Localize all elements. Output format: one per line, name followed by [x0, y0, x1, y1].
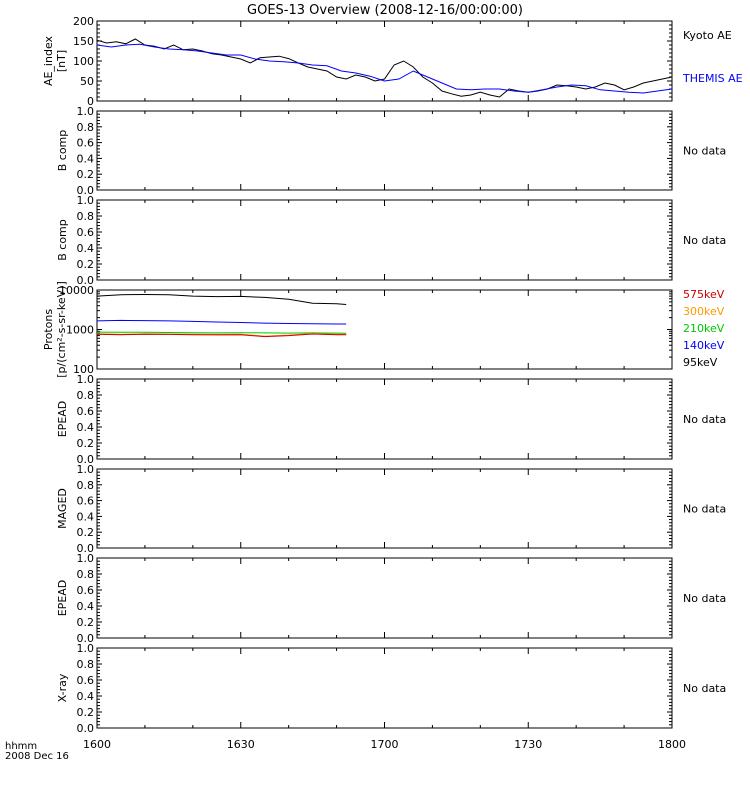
- no-data-label: No data: [683, 145, 726, 158]
- y-tick-label: 0: [87, 95, 94, 108]
- x-axis-label-time: hhmm: [5, 741, 37, 752]
- no-data-label: No data: [683, 592, 726, 605]
- y-axis-label: [nT]: [55, 50, 68, 72]
- legend-entry: 210keV: [683, 322, 725, 335]
- panel-8: 0.0 0.2 0.4 0.6 0.8 1.0 X-ray No data: [56, 642, 726, 735]
- y-tick-label: 0.0: [77, 453, 95, 466]
- panel-frame: [96, 199, 673, 281]
- y-axis-label: MAGED: [56, 488, 69, 529]
- y-axis-label: AE_index: [42, 35, 55, 86]
- y-tick-label: 10000: [59, 284, 94, 297]
- no-data-label: No data: [683, 503, 726, 516]
- y-tick-label: 0.8: [77, 479, 95, 492]
- y-axis-label: EPEAD: [56, 401, 69, 438]
- y-axis-label: EPEAD: [56, 580, 69, 617]
- panel-frame: [96, 289, 673, 370]
- y-tick-label: 0.0: [77, 722, 95, 735]
- panel-frame: [96, 647, 673, 729]
- y-tick-label: 0.2: [77, 526, 95, 539]
- y-tick-label: 0.8: [77, 568, 95, 581]
- panel-frame: [96, 110, 673, 191]
- legend-entry: Kyoto AE: [683, 29, 732, 42]
- y-axis-label: [p/(cm²-s-sr-keV)]: [55, 281, 68, 378]
- series-line-95kev: [96, 293, 347, 305]
- y-tick-label: 100: [73, 363, 94, 376]
- x-tick-label: 1700: [371, 738, 399, 751]
- y-tick-label: 1.0: [77, 463, 95, 476]
- y-axis-label: Protons: [42, 309, 55, 350]
- y-tick-label: 0.8: [77, 658, 95, 671]
- x-tick-label: 1800: [658, 738, 686, 751]
- y-tick-label: 0.2: [77, 258, 95, 271]
- y-axis-label: B comp: [56, 130, 69, 172]
- panel-2: 0.0 0.2 0.4 0.6 0.8 1.0 B comp No data: [56, 105, 726, 197]
- y-tick-label: 0.6: [77, 405, 95, 418]
- series-line-themis-ae: [96, 43, 673, 94]
- series-line-210kev: [96, 331, 347, 334]
- y-tick-label: 0.4: [77, 152, 95, 165]
- panel-1: 0 50 100 150 200 AE_index [nT] Kyoto AE THEMIS A…: [42, 15, 743, 108]
- legend-entry: 300keV: [683, 305, 725, 318]
- y-axis-label: B comp: [56, 219, 69, 261]
- y-tick-label: 200: [73, 15, 94, 28]
- panel-frame: [96, 468, 673, 549]
- y-tick-label: 0.0: [77, 274, 95, 287]
- no-data-label: No data: [683, 413, 726, 426]
- y-tick-label: 0.2: [77, 706, 95, 719]
- y-tick-label: 0.4: [77, 510, 95, 523]
- x-tick-label: 1730: [514, 738, 542, 751]
- panel-6: 0.0 0.2 0.4 0.6 0.8 1.0 MAGED No data: [56, 463, 726, 555]
- y-tick-label: 1.0: [77, 642, 95, 655]
- y-tick-label: 1000: [66, 324, 94, 337]
- y-tick-label: 50: [80, 75, 94, 88]
- x-tick-label: 1630: [227, 738, 255, 751]
- y-tick-label: 0.6: [77, 226, 95, 239]
- no-data-label: No data: [683, 234, 726, 247]
- series-line-140kev: [96, 319, 347, 325]
- y-axis-label: X-ray: [56, 673, 69, 702]
- legend-entry: THEMIS AE: [682, 72, 743, 85]
- panel-frame: [96, 557, 673, 639]
- y-tick-label: 0.6: [77, 674, 95, 687]
- y-tick-label: 0.4: [77, 421, 95, 434]
- y-tick-label: 0.2: [77, 168, 95, 181]
- y-tick-label: 0.6: [77, 137, 95, 150]
- y-tick-label: 0.4: [77, 600, 95, 613]
- y-tick-label: 1.0: [77, 105, 95, 118]
- panel-4: 100 1000 10000 Protons [p/(cm²-s-sr-keV)] 575…: [42, 281, 725, 378]
- y-tick-label: 0.2: [77, 437, 95, 450]
- y-tick-label: 1.0: [77, 552, 95, 565]
- legend-entry: 140keV: [683, 339, 725, 352]
- y-tick-label: 1.0: [77, 194, 95, 207]
- chart-title: GOES-13 Overview (2008-12-16/00:00:00): [247, 3, 523, 18]
- legend-entry: 575keV: [683, 288, 725, 301]
- y-tick-label: 0.0: [77, 632, 95, 645]
- y-tick-label: 0.6: [77, 495, 95, 508]
- y-tick-label: 0.8: [77, 121, 95, 134]
- y-tick-label: 150: [73, 35, 94, 48]
- y-tick-label: 0.4: [77, 690, 95, 703]
- x-tick-label: 1600: [83, 738, 111, 751]
- panel-5: 0.0 0.2 0.4 0.6 0.8 1.0 EPEAD No data: [56, 373, 726, 466]
- y-tick-label: 0.8: [77, 389, 95, 402]
- legend-entry: 95keV: [683, 356, 718, 369]
- y-tick-label: 0.6: [77, 584, 95, 597]
- y-tick-label: 0.0: [77, 184, 95, 197]
- panel-3: 0.0 0.2 0.4 0.6 0.8 1.0 B comp No data: [56, 194, 726, 287]
- no-data-label: No data: [683, 682, 726, 695]
- y-tick-label: 0.4: [77, 242, 95, 255]
- x-axis-label-date: 2008 Dec 16: [5, 751, 69, 762]
- y-tick-label: 0.2: [77, 616, 95, 629]
- series-line-575kev: [96, 333, 347, 338]
- y-tick-label: 0.0: [77, 542, 95, 555]
- y-tick-label: 100: [73, 55, 94, 68]
- y-tick-label: 1.0: [77, 373, 95, 386]
- panel-frame: [96, 378, 673, 460]
- panel-7: 0.0 0.2 0.4 0.6 0.8 1.0 EPEAD No data: [56, 552, 726, 645]
- series-line-kyoto-ae: [96, 38, 673, 98]
- y-tick-label: 0.8: [77, 210, 95, 223]
